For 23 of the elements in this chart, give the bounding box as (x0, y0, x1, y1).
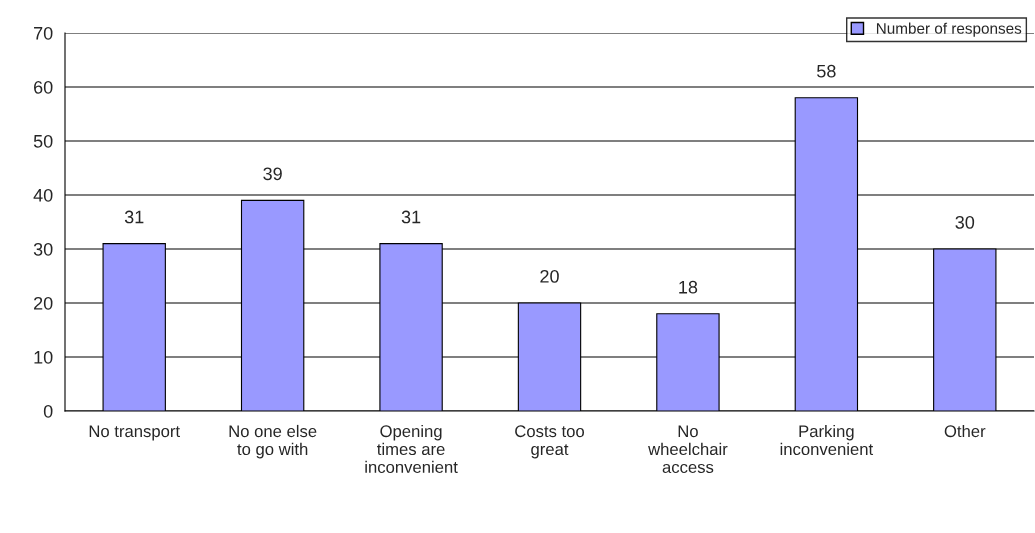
data-label: 31 (401, 210, 421, 224)
data-label: 18 (679, 280, 698, 294)
y-tick-label: 20 (34, 296, 53, 310)
data-label: 30 (955, 215, 975, 229)
data-label: 58 (817, 64, 836, 78)
x-tick-label: No one else to go with (229, 424, 317, 459)
x-tick-label: No transport (89, 425, 180, 441)
y-tick-label: 70 (34, 26, 53, 40)
x-tick-label: Parking inconvenient (780, 424, 874, 456)
data-label: 31 (124, 210, 144, 224)
y-tick-label: 0 (43, 404, 53, 418)
data-label: 20 (540, 269, 559, 283)
x-tick-label: Opening times are inconvenient (365, 424, 458, 474)
y-tick-label: 60 (34, 80, 53, 94)
x-tick-label: Costs too great (515, 425, 584, 459)
x-tick-label: Other (944, 424, 986, 438)
y-tick-label: 50 (33, 134, 53, 148)
legend-label: Number of responses (876, 22, 1022, 37)
y-tick-label: 30 (33, 242, 53, 256)
data-label: 39 (263, 167, 282, 181)
x-tick-label: No wheelchair access (648, 425, 728, 474)
y-tick-label: 10 (34, 350, 53, 364)
y-tick-label: 40 (33, 188, 53, 202)
